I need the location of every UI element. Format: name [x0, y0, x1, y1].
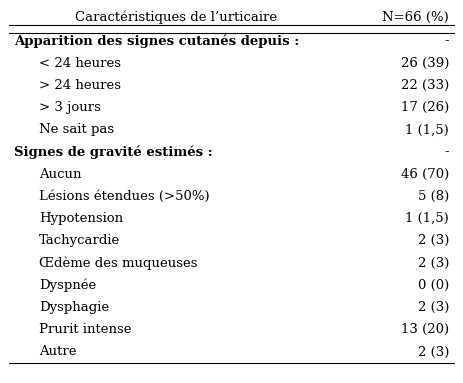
Text: 2 (3): 2 (3) [418, 234, 449, 247]
Text: Œdème des muqueuses: Œdème des muqueuses [39, 256, 198, 270]
Text: -: - [444, 34, 449, 47]
Text: Autre: Autre [39, 345, 77, 358]
Text: 1 (1,5): 1 (1,5) [406, 212, 449, 225]
Text: 2 (3): 2 (3) [418, 301, 449, 314]
Text: Hypotension: Hypotension [39, 212, 124, 225]
Text: -: - [444, 146, 449, 159]
Text: 0 (0): 0 (0) [418, 279, 449, 292]
Text: 22 (33): 22 (33) [401, 79, 449, 92]
Text: Ne sait pas: Ne sait pas [39, 123, 114, 136]
Text: 5 (8): 5 (8) [418, 190, 449, 203]
Text: Tachycardie: Tachycardie [39, 234, 120, 247]
Text: Aucun: Aucun [39, 168, 82, 181]
Text: 13 (20): 13 (20) [401, 323, 449, 336]
Text: Prurit intense: Prurit intense [39, 323, 132, 336]
Text: 26 (39): 26 (39) [401, 57, 449, 70]
Text: 2 (3): 2 (3) [418, 345, 449, 358]
Text: N=66 (%): N=66 (%) [382, 11, 449, 24]
Text: > 3 jours: > 3 jours [39, 101, 101, 114]
Text: 2 (3): 2 (3) [418, 257, 449, 270]
Text: Apparition des signes cutanés depuis :: Apparition des signes cutanés depuis : [14, 34, 299, 48]
Text: Signes de gravité estimés :: Signes de gravité estimés : [14, 145, 213, 159]
Text: < 24 heures: < 24 heures [39, 57, 121, 70]
Text: Dyspnée: Dyspnée [39, 278, 97, 292]
Text: Lésions étendues (>50%): Lésions étendues (>50%) [39, 190, 210, 203]
Text: Caractéristiques de l’urticaire: Caractéristiques de l’urticaire [75, 10, 277, 24]
Text: > 24 heures: > 24 heures [39, 79, 121, 92]
Text: Dysphagie: Dysphagie [39, 301, 109, 314]
Text: 1 (1,5): 1 (1,5) [406, 123, 449, 136]
Text: 17 (26): 17 (26) [401, 101, 449, 114]
Text: 46 (70): 46 (70) [401, 168, 449, 181]
